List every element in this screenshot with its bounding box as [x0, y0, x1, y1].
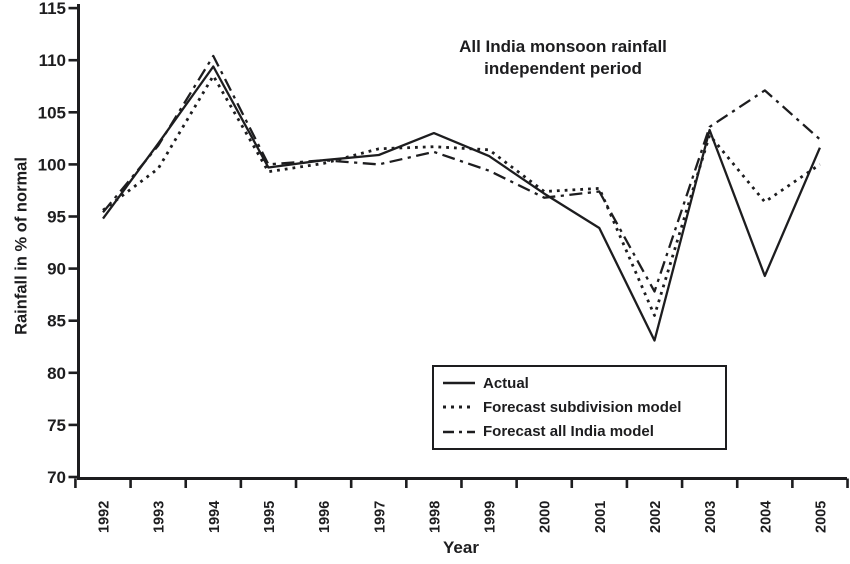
x-tick-label: 1999: [483, 501, 499, 533]
y-tick-label: 115: [39, 0, 66, 18]
series-line-solid: [102, 65, 821, 342]
x-tick-label: 1993: [152, 501, 168, 533]
x-tick-label: 2002: [648, 501, 664, 533]
x-tick-label: 2005: [813, 501, 829, 533]
y-tick-label: 85: [47, 312, 66, 331]
legend-dashdot-line-icon: [443, 430, 475, 434]
y-tick-label: 105: [38, 103, 66, 122]
y-tick-label: 75: [47, 416, 66, 435]
x-tick-label: 2003: [703, 501, 719, 533]
x-tick-label: 2004: [758, 501, 774, 533]
x-tick-label: 1994: [207, 501, 223, 533]
y-tick-label: 80: [47, 364, 66, 383]
chart-title-line1: All India monsoon rainfall: [459, 37, 667, 56]
x-tick-label: 1997: [372, 501, 388, 533]
x-tick-label: 2001: [593, 501, 609, 533]
x-tick-label: 1992: [97, 501, 113, 533]
x-tick-label: 1995: [262, 501, 278, 533]
legend-label: Forecast subdivision model: [483, 398, 682, 416]
legend-dotted-line-icon: [443, 405, 475, 409]
legend-label: Forecast all India model: [483, 423, 654, 441]
y-tick-label: 100: [38, 155, 66, 174]
y-tick-label: 95: [47, 208, 66, 227]
chart-title: All India monsoon rainfall independent p…: [459, 36, 667, 80]
legend-item-forecast-all-india: Forecast all India model: [442, 423, 721, 440]
x-tick-label: 1998: [427, 501, 443, 533]
y-tick-label: 90: [47, 260, 66, 279]
chart-title-line2: independent period: [484, 59, 642, 78]
x-tick-label: 1996: [317, 501, 333, 533]
series-line-dashdot: [102, 54, 821, 293]
x-axis-title: Year: [443, 538, 479, 557]
x-tick-label: 2000: [538, 501, 554, 533]
legend-item-forecast-subdivision: Forecast subdivision model: [442, 399, 721, 416]
legend-label: Actual: [483, 374, 529, 392]
y-axis-title: Rainfall in % of normal: [12, 157, 31, 335]
y-tick-label: 110: [39, 51, 66, 70]
y-tick-label: 70: [47, 468, 66, 487]
legend-item-actual: Actual: [442, 375, 721, 392]
series-line-dotted: [102, 74, 821, 317]
legend-solid-line-icon: [443, 381, 475, 385]
legend: Actual Forecast subdivision model Foreca…: [432, 365, 727, 450]
